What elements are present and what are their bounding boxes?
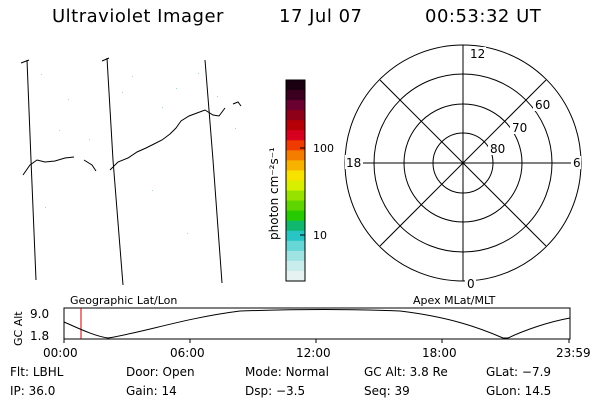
colorbar-tick-label-10: 10	[313, 229, 327, 242]
colorbar-cell	[286, 220, 305, 232]
timeline-left-label: Geographic Lat/Lon	[70, 294, 177, 307]
colorbar-cell	[286, 260, 305, 272]
timeline-y-tick-max: 9.0	[30, 307, 49, 321]
coastline	[22, 101, 242, 176]
timeline-x-tick-0000: 00:00	[43, 346, 78, 360]
polar-labels: 12 18 6 0 60 70 80	[345, 47, 581, 291]
colorbar-cell	[286, 170, 305, 182]
colorbar-cell	[286, 100, 305, 111]
colorbar-cell	[286, 160, 305, 172]
polar-plot	[344, 44, 582, 282]
polar-diagonal-2	[379, 79, 547, 247]
colorbar-gradient	[286, 80, 305, 282]
colorbar-ticks	[300, 147, 305, 236]
timeline-x-tick-1200: 12:00	[296, 346, 331, 360]
polar-label-lat-70: 70	[512, 121, 527, 135]
meridian-tick-2	[101, 57, 110, 62]
time-label: 00:53:32 UT	[425, 6, 542, 27]
geographic-map	[20, 57, 242, 286]
status-seq: Seq: 39	[364, 384, 410, 398]
colorbar-frame	[285, 79, 306, 282]
polar-label-noon: 12	[470, 47, 485, 61]
status-filter: Flt: LBHL	[10, 365, 64, 379]
colorbar-cell	[286, 210, 305, 222]
timeline-y-tick-min: 1.8	[30, 329, 49, 343]
noise-specks	[41, 73, 236, 234]
colorbar-cell	[286, 230, 305, 242]
status-door: Door: Open	[126, 365, 195, 379]
colorbar-tick-label-100: 100	[313, 142, 334, 155]
meridian-line-3	[204, 59, 223, 284]
colorbar-cell	[286, 120, 305, 131]
timeline-y-axis-label: GC Alt	[12, 311, 25, 346]
meridian-tick-1	[20, 59, 30, 64]
colorbar-cell	[286, 150, 305, 161]
colorbar-cell	[286, 180, 305, 192]
status-ip: IP: 36.0	[10, 384, 56, 398]
status-gain: Gain: 14	[126, 384, 177, 398]
timeline-x-tick-1800: 18:00	[422, 346, 457, 360]
colorbar-cell	[286, 110, 305, 121]
colorbar-cell	[286, 90, 305, 101]
timeline-frame	[63, 307, 571, 340]
polar-label-lat-80: 80	[490, 142, 505, 156]
timeline-right-label: Apex MLat/MLT	[413, 294, 496, 307]
timeline-panel: Geographic Lat/Lon Apex MLat/MLT GC Alt …	[12, 294, 591, 360]
colorbar-cell	[286, 80, 305, 91]
status-glat: GLat: −7.9	[486, 365, 552, 379]
colorbar-cell	[286, 200, 305, 212]
altitude-curve	[63, 309, 571, 339]
meridian-line-2	[106, 57, 124, 286]
colorbar-cell	[286, 140, 305, 151]
colorbar-cell	[286, 250, 305, 262]
polar-label-dawn: 6	[573, 156, 581, 170]
timeline-x-ticks	[63, 339, 570, 343]
colorbar-cell	[286, 130, 305, 141]
timeline-x-tick-0600: 06:00	[170, 346, 205, 360]
status-glon: GLon: 14.5	[486, 384, 552, 398]
colorbar-cell	[286, 270, 305, 282]
meridian-line-1	[26, 59, 37, 281]
polar-label-midnight: 0	[467, 277, 475, 291]
timeline-x-tick-2359: 23:59	[556, 346, 591, 360]
status-mode: Mode: Normal	[245, 365, 329, 379]
colorbar-unit-label: photon cm⁻²s⁻¹	[267, 147, 281, 240]
colorbar: 100 10 photon cm⁻²s⁻¹	[267, 79, 334, 282]
colorbar-cell	[286, 190, 305, 202]
date-label: 17 Jul 07	[279, 6, 363, 27]
status-dsp: Dsp: −3.5	[245, 384, 306, 398]
colorbar-cell	[286, 240, 305, 252]
status-gc-alt: GC Alt: 3.8 Re	[364, 365, 448, 379]
polar-label-dusk: 18	[346, 156, 361, 170]
instrument-title: Ultraviolet Imager	[52, 6, 224, 27]
polar-label-lat-60: 60	[535, 98, 550, 112]
